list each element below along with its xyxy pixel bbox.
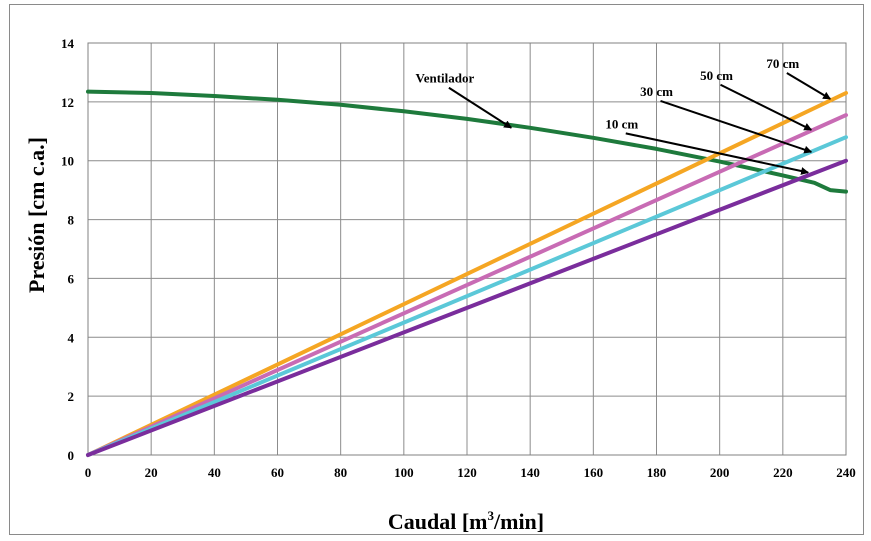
tick-labels: 0 20 40 60 80 100 120 140 160 180 200 220 240 0 2 4 6 8 10… xyxy=(61,36,856,480)
annotation-arrow-50-cm xyxy=(720,83,813,131)
y-tick-label: 14 xyxy=(61,36,75,51)
plot-area-border xyxy=(87,42,847,456)
x-tick-label: 80 xyxy=(334,465,347,480)
y-tick-label: 0 xyxy=(68,448,75,463)
series-line-ventilador xyxy=(86,89,848,194)
annotation-label-10-cm: 10 cm xyxy=(605,116,638,131)
annotation-arrow-ventilador xyxy=(448,86,513,129)
x-tick-label: 140 xyxy=(520,465,540,480)
x-axis-title-main: Caudal [m xyxy=(388,509,488,534)
annotation-arrow-70-cm xyxy=(786,72,832,100)
x-tick-label: 240 xyxy=(836,465,856,480)
x-axis-title-superscript: 3 xyxy=(488,508,495,523)
y-tick-label: 12 xyxy=(61,95,74,110)
grid xyxy=(87,42,847,456)
annotation-label-50-cm: 50 cm xyxy=(700,68,733,83)
x-tick-label: 180 xyxy=(647,465,667,480)
series-line-10-cm xyxy=(86,158,848,457)
x-axis-title: Caudal [m3/min] xyxy=(388,508,544,534)
series-line-30-cm xyxy=(86,135,848,457)
y-tick-label: 4 xyxy=(68,330,75,345)
x-tick-label: 220 xyxy=(773,465,793,480)
x-axis-title-unit: /min] xyxy=(493,509,544,534)
x-tick-label: 0 xyxy=(85,465,92,480)
y-axis-title: Presión [cm c.a.] xyxy=(24,137,49,293)
annotation-label-70-cm: 70 cm xyxy=(766,56,799,71)
annotation-label-30-cm: 30 cm xyxy=(640,84,673,99)
x-tick-label: 60 xyxy=(271,465,284,480)
annotations: Ventilador 70 cm 50 cm 30 cm 10 cm xyxy=(416,56,832,175)
series-line-50-cm xyxy=(86,113,848,457)
x-tick-label: 100 xyxy=(394,465,414,480)
x-tick-label: 40 xyxy=(208,465,221,480)
y-tick-label: 8 xyxy=(68,213,75,228)
annotation-arrow-10-cm xyxy=(625,132,810,175)
y-tick-label: 2 xyxy=(68,389,75,404)
x-tick-label: 200 xyxy=(710,465,730,480)
x-tick-label: 20 xyxy=(145,465,158,480)
annotation-label-ventilador: Ventilador xyxy=(416,71,475,86)
y-tick-label: 10 xyxy=(61,154,74,169)
y-tick-label: 6 xyxy=(68,271,75,286)
x-tick-label: 120 xyxy=(457,465,477,480)
annotation-arrow-30-cm xyxy=(660,100,813,154)
x-tick-label: 160 xyxy=(584,465,604,480)
